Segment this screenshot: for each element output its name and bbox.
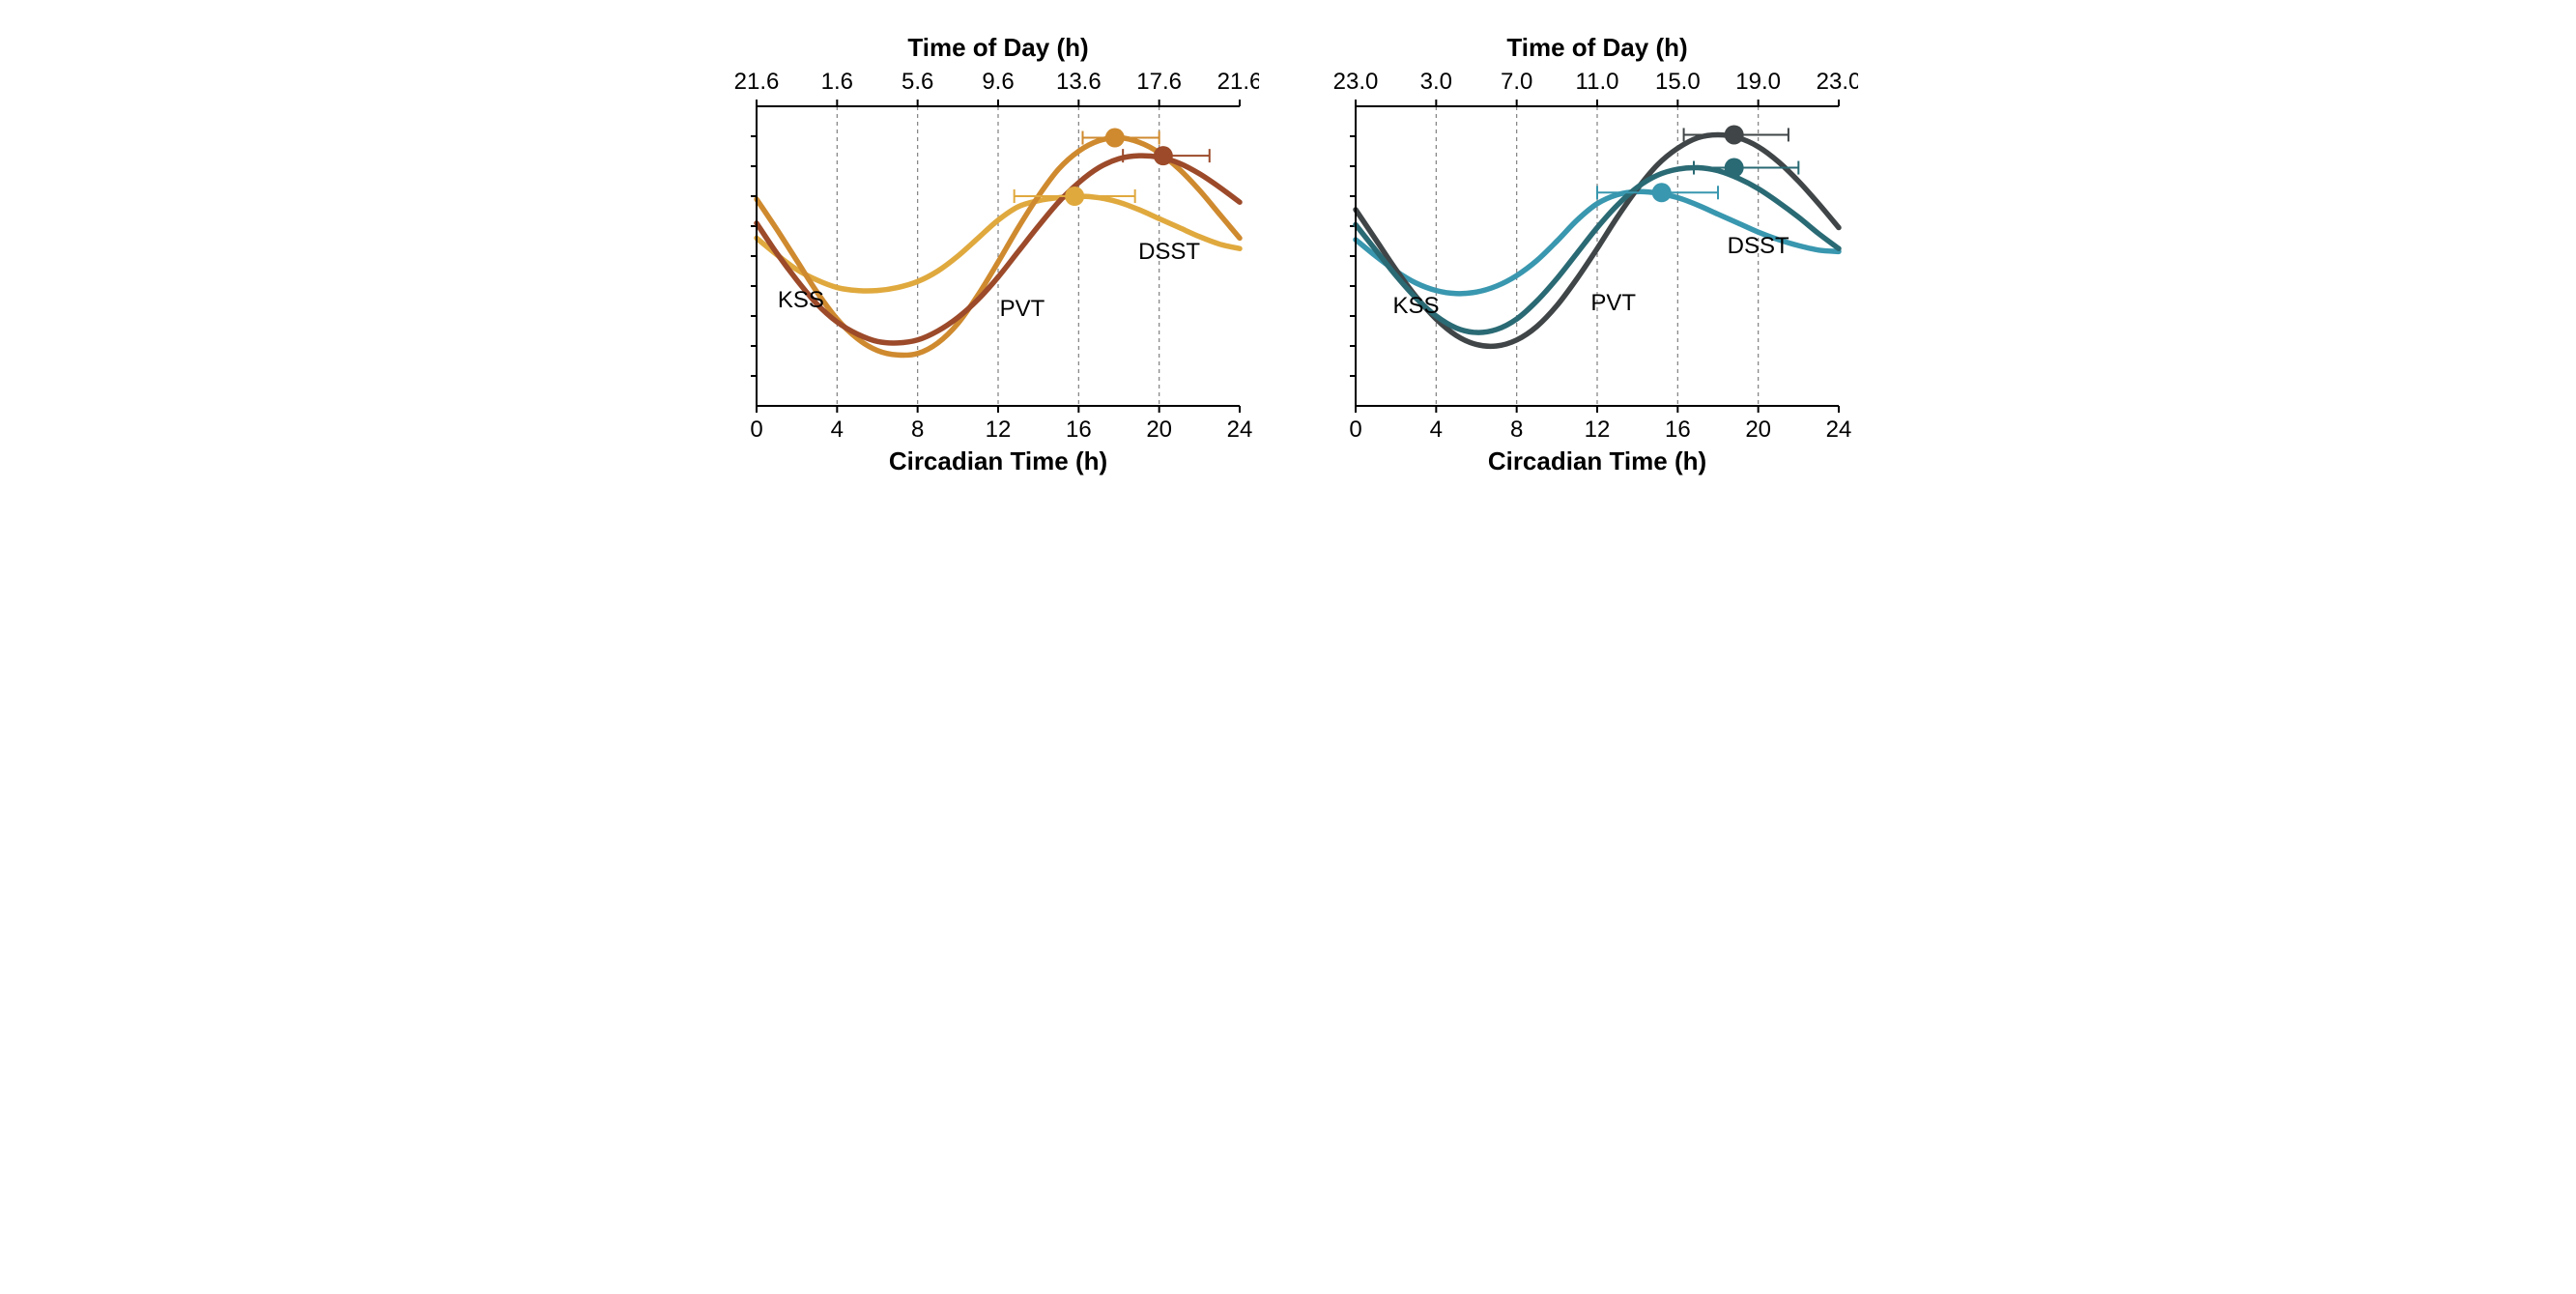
series-label-kss: KSS <box>1392 293 1439 319</box>
top-tick-label: 9.6 <box>982 69 1014 95</box>
left-chart: KSS PVT DSST 0 4 8 12 16 20 24 21.6 1.6 5.6 9.6 13.6 17… <box>718 19 1259 488</box>
series-label-dsst: DSST <box>1728 233 1789 259</box>
top-tick-label: 23.0 <box>1333 69 1379 95</box>
top-tick-label: 17.6 <box>1136 69 1182 95</box>
top-tick-label: 7.0 <box>1501 69 1532 95</box>
top-tick-label: 5.6 <box>902 69 933 95</box>
bottom-tick-label: 20 <box>1745 417 1771 443</box>
top-tick-label: 21.6 <box>1217 69 1259 95</box>
bottom-tick-label: 20 <box>1146 417 1172 443</box>
marker-kss <box>1652 183 1672 202</box>
top-tick-label: 15.0 <box>1655 69 1701 95</box>
bottom-tick-label: 4 <box>1430 417 1443 443</box>
top-tick-label: 21.6 <box>734 69 780 95</box>
marker-kss <box>1065 187 1084 206</box>
top-tick-label: 3.0 <box>1420 69 1452 95</box>
bottom-tick-label: 12 <box>986 417 1012 443</box>
marker-dsst <box>1725 158 1744 178</box>
top-tick-label: 13.6 <box>1056 69 1102 95</box>
series-label-pvt: PVT <box>1590 290 1636 316</box>
bottom-tick-label: 24 <box>1826 417 1852 443</box>
top-axis-title: Time of Day (h) <box>1506 33 1687 62</box>
marker-dsst <box>1154 146 1173 165</box>
bottom-tick-label: 24 <box>1227 417 1253 443</box>
top-tick-label: 11.0 <box>1576 69 1619 95</box>
series-label-kss: KSS <box>778 287 824 313</box>
top-axis-title: Time of Day (h) <box>907 33 1088 62</box>
marker-pvt <box>1105 129 1125 148</box>
series-label-pvt: PVT <box>1000 296 1045 322</box>
marker-pvt <box>1725 125 1744 144</box>
bottom-tick-label: 0 <box>750 417 762 443</box>
top-tick-label: 1.6 <box>821 69 853 95</box>
top-tick-label: 23.0 <box>1817 69 1858 95</box>
bottom-tick-label: 16 <box>1066 417 1092 443</box>
bottom-tick-label: 0 <box>1349 417 1361 443</box>
bottom-tick-label: 12 <box>1585 417 1611 443</box>
chart-container: KSS PVT DSST 0 4 8 12 16 20 24 21.6 1.6 5.6 9.6 13.6 17… <box>19 19 2557 488</box>
right-chart: KSS PVT DSST 0 4 8 12 16 20 24 23.0 3.0 7.0 11.0 15.0 1… <box>1317 19 1858 488</box>
bottom-axis-title: Circadian Time (h) <box>1488 446 1706 475</box>
bottom-tick-label: 16 <box>1665 417 1691 443</box>
top-tick-label: 19.0 <box>1735 69 1781 95</box>
series-label-dsst: DSST <box>1138 239 1200 265</box>
right-chart-svg: KSS PVT DSST 0 4 8 12 16 20 24 23.0 3.0 7.0 11.0 15.0 1… <box>1317 19 1858 483</box>
bottom-tick-label: 8 <box>911 417 924 443</box>
bottom-axis-title: Circadian Time (h) <box>889 446 1107 475</box>
bottom-tick-label: 8 <box>1510 417 1523 443</box>
bottom-tick-label: 4 <box>831 417 844 443</box>
left-chart-svg: KSS PVT DSST 0 4 8 12 16 20 24 21.6 1.6 5.6 9.6 13.6 17… <box>718 19 1259 483</box>
